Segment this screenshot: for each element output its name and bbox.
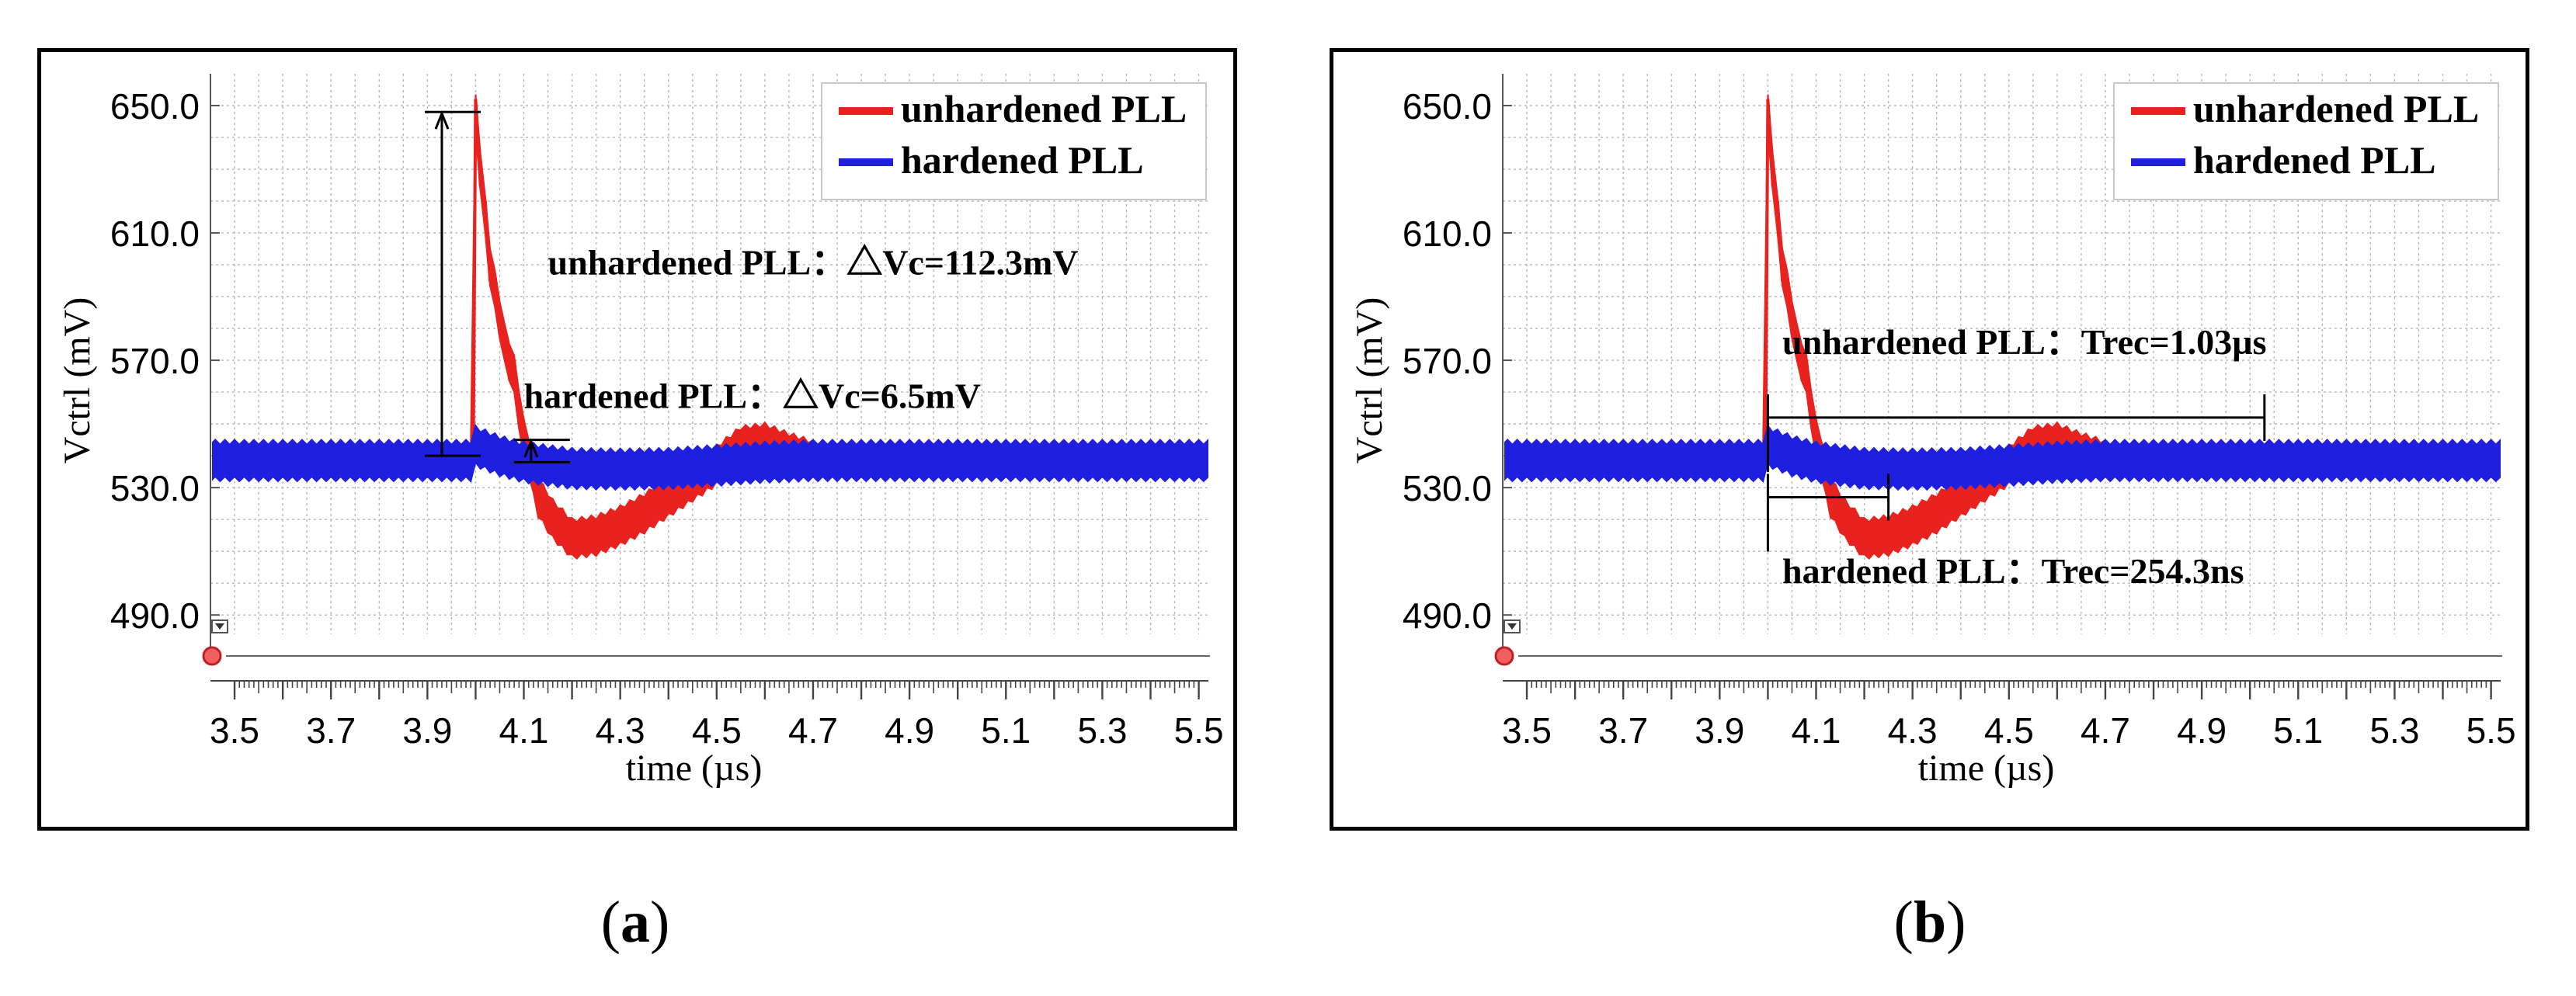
chart-a-ytick-label: 610.0 [110,213,200,254]
chart-a-annotation: hardened PLL：△Vc=6.5mV [524,377,981,416]
chart-b-xtick-label: 4.1 [1792,710,1841,751]
chart-a-ytick-label: 570.0 [110,341,200,381]
chart-a-legend-label: hardened PLL [901,138,1144,182]
chart-b-xtick-label: 3.7 [1598,710,1648,751]
chart-b-legend-label: hardened PLL [2193,138,2436,182]
chart-b-xtick-label: 3.5 [1502,710,1552,751]
chart-b-legend-label: unhardened PLL [2193,87,2479,130]
chart-b-xtick-label: 5.3 [2369,710,2419,751]
chart-a-measure-arrow [434,110,450,130]
chart-b-ytick-label: 570.0 [1403,341,1492,381]
chart-b-legend-box [2113,82,2499,200]
chart-b-xtick-label: 4.5 [1984,710,2034,751]
chart-b-canvas: 490.0 530.0 570.0 610.0 650.0 Vctrl (mV) 3.5 3.… [1349,74,2516,789]
chart-b-dropdown-arrow [1507,623,1517,630]
chart-a-xtick-label: 5.5 [1174,710,1224,751]
chart-a-legend-label: unhardened PLL [901,87,1187,130]
chart-a-measure-arrow [523,438,539,458]
chart-b-series-line-hardened [1504,429,2501,486]
chart-panel-a: 490.0 530.0 570.0 610.0 650.0 Vctrl (mV) 3.5 3.… [37,48,1237,831]
chart-b-xtick-label: 5.5 [2466,710,2516,751]
chart-a-xtick-label: 3.5 [210,710,259,751]
chart-b-cursor-marker [1494,646,1514,666]
chart-a-xtick-label: 4.5 [692,710,742,751]
chart-a-xtick-label: 4.3 [596,710,645,751]
chart-a-dropdown-arrow [215,623,224,630]
chart-panel-b: 490.0 530.0 570.0 610.0 650.0 Vctrl (mV) 3.5 3.… [1330,48,2529,831]
chart-a-canvas: 490.0 530.0 570.0 610.0 650.0 Vctrl (mV) 3.5 3.… [57,74,1224,789]
chart-b-annotation: hardened PLL：Trec=254.3ns [1782,551,2244,591]
chart-a-legend-box [821,82,1207,200]
chart-b-ytick-label: 650.0 [1403,86,1492,127]
chart-a-xtick-label: 3.9 [402,710,452,751]
chart-a-annotation: unhardened PLL：△Vc=112.3mV [548,242,1079,282]
chart-a-cursor-marker [202,646,222,666]
chart-a-xlabel: time (µs) [626,748,763,789]
chart-b-ytick-label: 610.0 [1403,213,1492,254]
chart-a-xtick-label: 4.9 [885,710,934,751]
chart-a-xtick-label: 4.7 [788,710,838,751]
chart-a-xtick-label: 5.3 [1077,710,1127,751]
chart-a-ytick-label: 530.0 [110,468,200,508]
chart-b-xtick-label: 3.9 [1695,710,1744,751]
chart-a-ytick-label: 650.0 [110,86,200,127]
chart-b-annotation: unhardened PLL：Trec=1.03µs [1782,322,2267,362]
chart-b-ylabel: Vctrl (mV) [1349,297,1390,464]
chart-b-ytick-label: 530.0 [1403,468,1492,508]
chart-b-xlabel: time (µs) [1918,748,2055,789]
chart-a-ytick-label: 490.0 [110,595,200,636]
chart-a-series-line-hardened [212,429,1208,486]
chart-b-xtick-label: 4.9 [2177,710,2227,751]
chart-b-xtick-label: 4.7 [2081,710,2130,751]
chart-b-xtick-label: 5.1 [2273,710,2323,751]
chart-b-ytick-label: 490.0 [1403,595,1492,636]
caption-b: (b) [1893,890,1966,955]
chart-a-ylabel: Vctrl (mV) [57,297,98,464]
chart-b-xtick-label: 4.3 [1888,710,1938,751]
caption-a: (a) [600,890,670,955]
chart-a-xtick-label: 5.1 [981,710,1031,751]
chart-a-xtick-label: 4.1 [499,710,549,751]
chart-a-xtick-label: 3.7 [306,710,356,751]
